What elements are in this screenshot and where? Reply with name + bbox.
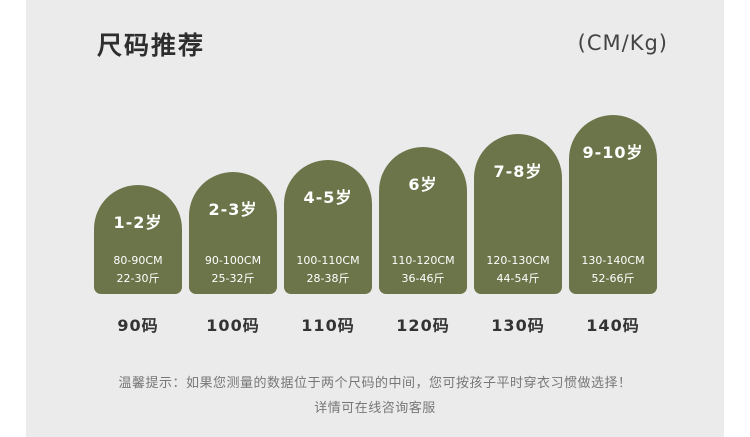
size-card-110: 4-5岁 100-110CM 28-38斤 xyxy=(284,160,372,294)
size-label-100: 100码 xyxy=(206,316,260,335)
size-card-100: 2-3岁 90-100CM 25-32斤 xyxy=(189,172,277,294)
size-label-110: 110码 xyxy=(301,316,355,335)
size-card-120: 6岁 110-120CM 36-46斤 xyxy=(379,147,467,294)
unit-label: (CM/Kg) xyxy=(577,31,668,55)
age-range: 7-8岁 xyxy=(493,162,543,181)
weight-range: 22-30斤 xyxy=(116,272,160,285)
height-range: 120-130CM xyxy=(486,254,550,267)
size-card-90: 1-2岁 80-90CM 22-30斤 xyxy=(94,185,182,294)
height-range: 130-140CM xyxy=(581,254,645,267)
size-label-140: 140码 xyxy=(586,316,640,335)
size-card-130: 7-8岁 120-130CM 44-54斤 xyxy=(474,134,562,294)
page-title: 尺码推荐 xyxy=(97,31,206,60)
age-range: 4-5岁 xyxy=(303,188,353,207)
weight-range: 25-32斤 xyxy=(211,272,255,285)
age-range: 9-10岁 xyxy=(582,143,644,162)
height-range: 110-120CM xyxy=(391,254,455,267)
weight-range: 36-46斤 xyxy=(401,272,445,285)
weight-range: 44-54斤 xyxy=(496,272,540,285)
weight-range: 52-66斤 xyxy=(591,272,635,285)
tip-text: 温馨提示：如果您测量的数据位于两个尺码的中间，您可按孩子平时穿衣习惯做选择！ xyxy=(118,376,632,391)
age-range: 2-3岁 xyxy=(208,200,258,219)
contact-text: 详情可在线咨询客服 xyxy=(314,401,436,416)
size-label-120: 120码 xyxy=(396,316,450,335)
size-label-90: 90码 xyxy=(117,316,159,335)
height-range: 80-90CM xyxy=(113,254,163,267)
size-label-130: 130码 xyxy=(491,316,545,335)
height-range: 100-110CM xyxy=(296,254,360,267)
height-range: 90-100CM xyxy=(204,254,262,267)
size-card-140: 9-10岁 130-140CM 52-66斤 xyxy=(569,115,657,294)
age-range: 1-2岁 xyxy=(113,213,163,232)
weight-range: 28-38斤 xyxy=(306,272,350,285)
age-range: 6岁 xyxy=(408,175,438,194)
